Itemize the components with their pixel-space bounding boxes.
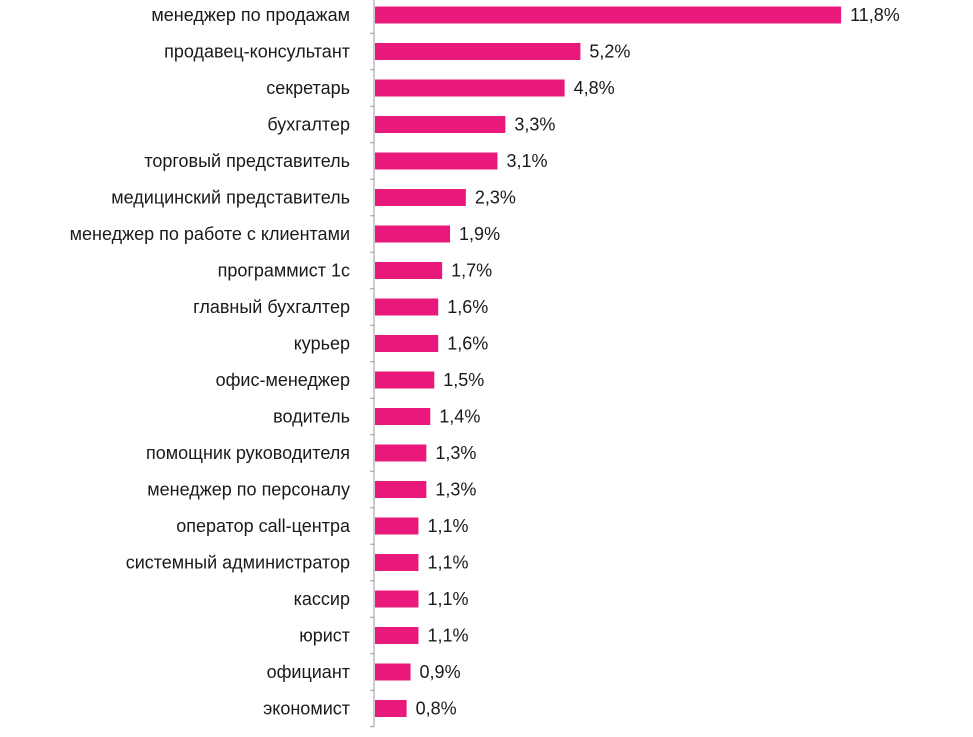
category-label: секретарь	[266, 78, 350, 98]
bars	[375, 6, 842, 717]
category-label: оператор call-центра	[176, 516, 351, 536]
bar	[375, 116, 506, 133]
category-labels: менеджер по продажам продавец-консультант…	[70, 5, 351, 719]
value-label: 0,9%	[420, 662, 461, 682]
value-label: 1,6%	[447, 297, 488, 317]
category-label: продавец-консультант	[164, 42, 350, 62]
category-label: офис-менеджер	[216, 370, 350, 390]
value-label: 1,1%	[427, 553, 468, 573]
value-label: 1,5%	[443, 370, 484, 390]
bar	[375, 517, 419, 535]
category-label: кассир	[294, 589, 350, 609]
value-label: 5,2%	[589, 42, 630, 62]
category-label: юрист	[299, 626, 350, 646]
value-label: 1,6%	[447, 334, 488, 354]
category-label: программист 1с	[218, 261, 350, 281]
bar	[375, 408, 431, 425]
bar	[375, 627, 419, 644]
value-label: 0,8%	[416, 699, 457, 719]
bar	[375, 6, 842, 24]
value-label: 3,3%	[514, 115, 555, 135]
bar	[375, 79, 565, 97]
bar	[375, 444, 427, 462]
category-label: водитель	[273, 407, 350, 427]
bar	[375, 590, 419, 608]
value-label: 1,7%	[451, 261, 492, 281]
value-label: 1,9%	[459, 224, 500, 244]
value-label: 1,3%	[435, 480, 476, 500]
bar	[375, 152, 498, 170]
category-label: экономист	[263, 699, 350, 719]
value-label: 1,1%	[427, 516, 468, 536]
value-label: 1,1%	[427, 589, 468, 609]
value-label: 1,4%	[439, 407, 480, 427]
value-label: 1,1%	[427, 626, 468, 646]
category-axis	[370, 0, 375, 728]
bar	[375, 554, 419, 571]
value-label: 11,8%	[850, 5, 900, 25]
category-label: главный бухгалтер	[193, 297, 350, 317]
bar	[375, 700, 407, 717]
category-label: помощник руководителя	[146, 443, 350, 463]
bar	[375, 189, 466, 206]
value-label: 2,3%	[475, 188, 516, 208]
bar	[375, 298, 439, 316]
bar	[375, 225, 451, 243]
value-label: 1,3%	[435, 443, 476, 463]
bar	[375, 481, 427, 498]
value-label: 4,8%	[574, 78, 615, 98]
value-labels: 11,8% 5,2% 4,8% 3,3% 3,1% 2,3% 1,9% 1,7% 1,6% 1,6…	[416, 5, 900, 719]
bar	[375, 43, 581, 60]
category-label: официант	[267, 662, 350, 682]
bar	[375, 663, 411, 681]
category-label: системный администратор	[126, 553, 350, 573]
category-label: медицинский представитель	[111, 188, 350, 208]
bar	[375, 335, 439, 352]
category-label: менеджер по продажам	[151, 5, 350, 25]
category-label: менеджер по персоналу	[147, 480, 350, 500]
category-label: менеджер по работе с клиентами	[70, 224, 350, 244]
category-label: торговый представитель	[144, 151, 350, 171]
bar	[375, 262, 443, 279]
bar	[375, 371, 435, 389]
category-label: бухгалтер	[267, 115, 350, 135]
value-label: 3,1%	[506, 151, 547, 171]
category-label: курьер	[294, 334, 350, 354]
